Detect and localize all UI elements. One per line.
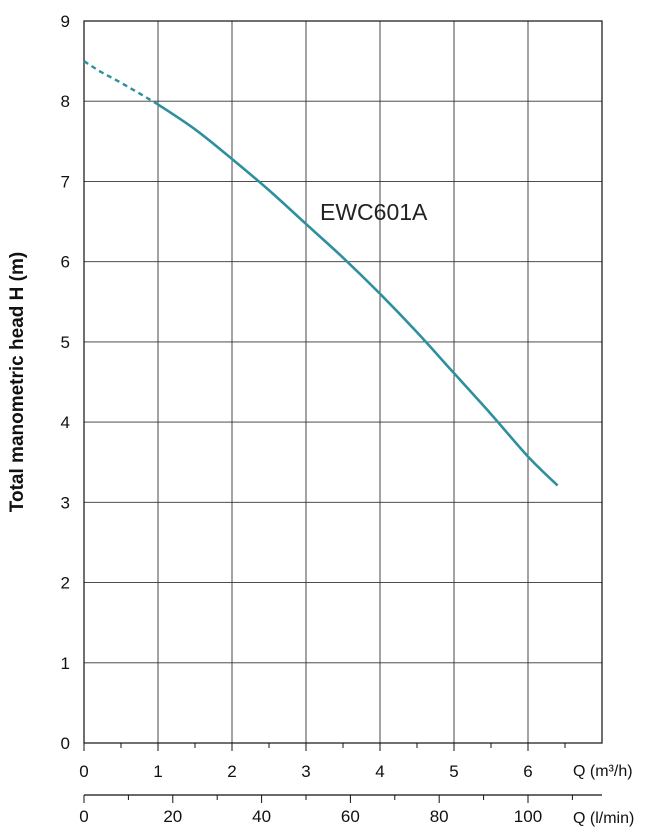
y-tick-label: 7 [61, 172, 70, 191]
series-curve [157, 103, 559, 487]
x-primary-axis-label: Q (m³/h) [573, 763, 633, 780]
y-tick-label: 0 [61, 734, 70, 753]
y-tick-label: 1 [61, 654, 70, 673]
x-secondary-tick-label: 100 [514, 807, 542, 826]
x-primary-tick-label: 5 [449, 762, 458, 781]
plot-frame [83, 20, 603, 744]
x-secondary-axis-label: Q (l/min) [573, 810, 634, 827]
x-primary-tick-label: 3 [301, 762, 310, 781]
series-label: EWC601A [320, 199, 428, 225]
y-axis-label: Total manometric head H (m) [7, 252, 28, 512]
x-primary-tick-label: 1 [153, 762, 162, 781]
y-tick-labels: 0 1 2 3 4 5 6 7 8 9 [61, 12, 70, 753]
y-tick-label: 4 [61, 413, 70, 432]
y-tick-label: 6 [61, 253, 70, 272]
plot-grid [84, 21, 602, 743]
y-tick-label: 2 [61, 574, 70, 593]
x-secondary-tick-label: 0 [79, 807, 88, 826]
x-primary-tick-label: 6 [523, 762, 532, 781]
y-tick-label: 5 [61, 333, 70, 352]
x-secondary-tick-label: 60 [341, 807, 360, 826]
x-secondary-axis: 0 20 40 60 80 100 [79, 794, 602, 826]
x-primary-tick-label: 2 [227, 762, 236, 781]
y-tick-label: 3 [61, 493, 70, 512]
x-secondary-tick-label: 80 [430, 807, 449, 826]
x-primary-tick-label: 4 [375, 762, 384, 781]
x-primary-tick-label: 0 [79, 762, 88, 781]
curve-group [83, 60, 559, 487]
series-curve-dashed [83, 60, 159, 106]
y-tick-label: 9 [61, 12, 70, 31]
x-primary-axis: 0 1 2 3 4 5 6 [79, 743, 566, 781]
y-tick-label: 8 [61, 92, 70, 111]
x-secondary-tick-label: 40 [252, 807, 271, 826]
x-secondary-tick-label: 20 [163, 807, 182, 826]
